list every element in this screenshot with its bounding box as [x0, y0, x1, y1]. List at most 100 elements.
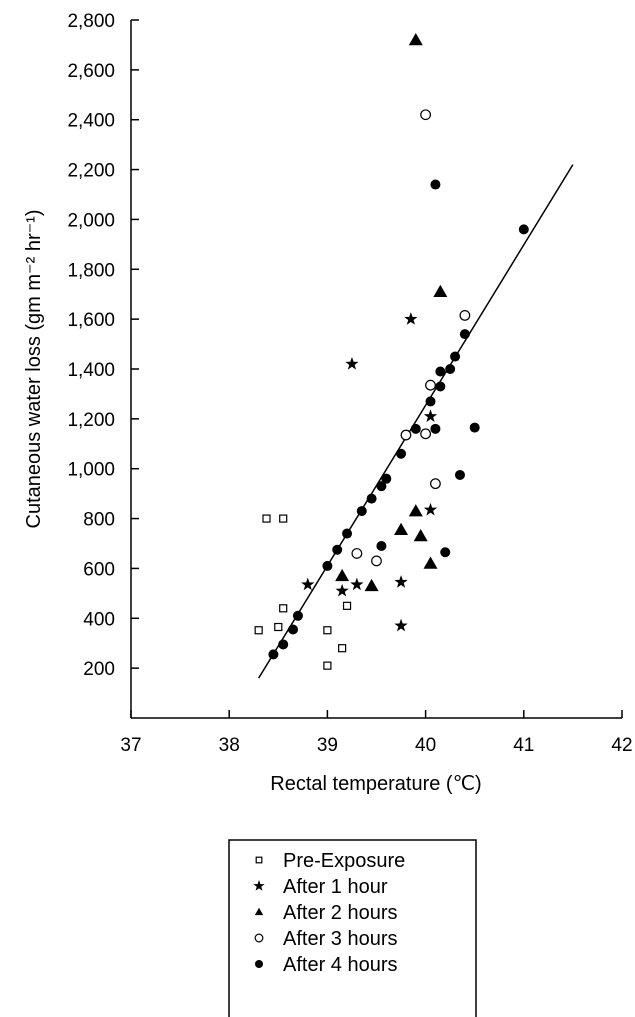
- point-after-1-hour: [335, 583, 349, 597]
- point-after-4-hours: [410, 423, 421, 434]
- point-after-4-hours: [366, 493, 377, 504]
- point-after-2-hours: [364, 578, 379, 592]
- x-tick-label: 40: [415, 735, 436, 756]
- point-after-4-hours: [435, 381, 446, 392]
- point-after-1-hour: [350, 577, 364, 591]
- y-tick-label: 1,000: [67, 460, 115, 481]
- point-after-4-hours: [454, 469, 465, 480]
- point-after-4-hours: [381, 473, 392, 484]
- x-ticks: 37 38 39 40 41 42: [120, 710, 633, 756]
- y-tick-label: 800: [83, 510, 115, 531]
- point-after-4-hours: [396, 448, 407, 459]
- y-tick-label: 1,600: [67, 310, 115, 331]
- point-after-4-hours: [469, 422, 480, 433]
- point-after-4-hours: [430, 423, 441, 434]
- data-points: [254, 32, 529, 670]
- point-after-3-hours: [420, 109, 432, 121]
- y-tick-label: 2,800: [67, 11, 115, 32]
- point-pre-exposure: [323, 661, 332, 670]
- point-after-4-hours: [459, 329, 470, 340]
- point-after-4-hours: [450, 351, 461, 362]
- point-after-1-hour: [423, 409, 438, 423]
- y-tick-label: 1,400: [67, 360, 115, 381]
- point-pre-exposure: [262, 514, 271, 523]
- legend-label-after-2-hours: After 2 hours: [283, 902, 398, 924]
- y-tick-label: 400: [83, 609, 115, 630]
- point-pre-exposure: [279, 604, 288, 613]
- legend-label-after-1-hour: After 1 hour: [283, 876, 388, 898]
- y-tick-label: 2,400: [67, 111, 115, 132]
- y-tick-label: 1,200: [67, 410, 115, 431]
- point-after-4-hours: [268, 649, 279, 660]
- point-after-3-hours: [351, 548, 363, 559]
- point-after-4-hours: [440, 547, 451, 558]
- point-after-1-hour: [404, 312, 418, 325]
- legend-box: [228, 839, 477, 1017]
- point-after-4-hours: [376, 540, 387, 551]
- point-after-3-hours: [459, 310, 471, 321]
- point-after-1-hour: [345, 357, 359, 370]
- point-after-1-hour: [423, 502, 438, 516]
- point-after-2-hours: [408, 504, 423, 517]
- point-after-2-hours: [394, 522, 409, 536]
- legend-label-after-4-hours: After 4 hours: [283, 954, 398, 976]
- point-after-2-hours: [423, 556, 438, 569]
- point-pre-exposure: [342, 601, 352, 610]
- point-after-2-hours: [408, 32, 423, 46]
- y-tick-label: 2,000: [67, 210, 115, 231]
- x-axis: 37 38 39 40 41 42: [120, 710, 633, 756]
- x-tick-label: 38: [219, 735, 240, 756]
- point-after-3-hours: [371, 555, 382, 567]
- x-tick-label: 42: [611, 735, 632, 756]
- legend-marker-after-4-hours: [255, 960, 263, 968]
- trend-line-group: [258, 164, 574, 679]
- legend-marker-after-3-hours: [254, 933, 264, 943]
- legend-label-after-3-hours: After 3 hours: [283, 928, 398, 950]
- point-after-4-hours: [425, 396, 436, 407]
- legend-items: Pre-Exposure After 1 hour After 2 hours Aft…: [253, 850, 405, 976]
- point-pre-exposure: [274, 622, 283, 632]
- x-tick-label: 41: [513, 735, 534, 756]
- x-tick-label: 39: [317, 735, 338, 756]
- point-after-2-hours: [335, 568, 350, 582]
- point-after-4-hours: [342, 528, 353, 539]
- y-tick-label: 2,600: [67, 61, 115, 82]
- x-axis-title: Rectal temperature (℃): [270, 773, 481, 795]
- point-after-4-hours: [376, 481, 387, 492]
- point-after-2-hours: [433, 284, 448, 297]
- point-after-1-hour: [394, 618, 408, 632]
- legend-label-pre-exposure: Pre-Exposure: [283, 850, 405, 872]
- point-after-3-hours: [425, 379, 436, 391]
- point-after-3-hours: [400, 429, 412, 441]
- point-pre-exposure: [279, 514, 288, 523]
- point-after-1-hour: [301, 577, 315, 591]
- point-after-4-hours: [292, 610, 303, 621]
- point-after-1-hour: [394, 575, 408, 588]
- point-pre-exposure: [338, 644, 347, 653]
- point-after-4-hours: [278, 639, 289, 650]
- regression-line: [258, 164, 574, 679]
- y-tick-label: 200: [83, 659, 115, 680]
- point-after-4-hours: [430, 179, 441, 190]
- point-pre-exposure: [254, 626, 263, 635]
- y-ticks: 200 400 600 800 1,000 1,200 1,400 1,600 1,800 2,0…: [67, 11, 139, 680]
- point-after-4-hours: [518, 224, 529, 235]
- point-after-4-hours: [332, 544, 343, 555]
- point-after-3-hours: [420, 428, 432, 440]
- point-after-4-hours: [322, 560, 333, 571]
- point-pre-exposure: [323, 626, 332, 635]
- y-axis-title: Cutaneous water loss (gm m⁻² hr⁻¹): [23, 210, 45, 529]
- legend: Pre-Exposure After 1 hour After 2 hours Aft…: [228, 839, 477, 1017]
- point-after-4-hours: [435, 366, 446, 377]
- legend-marker-after-1-hour: [253, 880, 265, 891]
- point-after-4-hours: [356, 506, 367, 517]
- point-after-4-hours: [445, 364, 456, 374]
- point-after-3-hours: [430, 478, 441, 490]
- point-after-4-hours: [288, 624, 299, 635]
- y-tick-label: 600: [83, 559, 115, 580]
- legend-marker-pre-exposure: [255, 856, 263, 864]
- y-tick-label: 1,800: [67, 260, 115, 281]
- legend-marker-after-2-hours: [254, 907, 264, 916]
- point-after-2-hours: [413, 529, 428, 542]
